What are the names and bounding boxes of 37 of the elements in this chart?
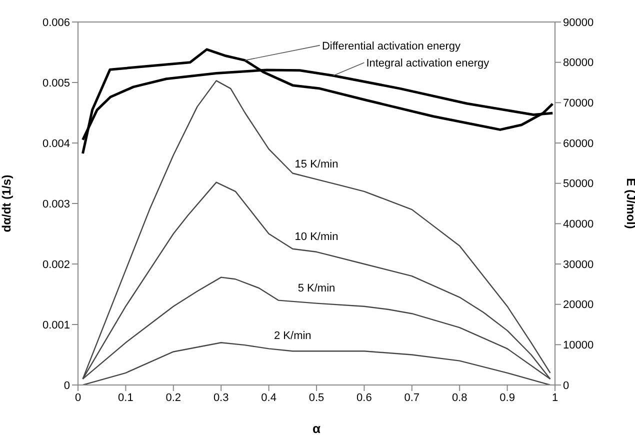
y-tick-label: 0.006 — [42, 16, 70, 29]
series-label: 10 K/min — [294, 230, 338, 243]
x-tick-label: 0.9 — [500, 392, 515, 404]
x-axis-title: α — [312, 421, 320, 435]
y2-tick-label: 20000 — [563, 299, 594, 312]
x-tick-label: 0 — [74, 392, 82, 404]
x-tick-label: 0.4 — [261, 392, 276, 404]
y2-tick-label: 30000 — [563, 258, 594, 271]
y2-tick-label: 80000 — [563, 57, 594, 70]
x-tick-label: 0.7 — [404, 392, 420, 404]
y2-tick-label: 10000 — [563, 340, 594, 352]
y2-axis-title: E (J/mol) — [624, 178, 635, 229]
y2-tick-label: 0 — [563, 380, 570, 392]
text: Differential activation energy — [322, 40, 462, 52]
y-tick-label: 0.001 — [42, 319, 70, 332]
y-tick-label: 0.002 — [42, 258, 70, 271]
y2-tick-label: 70000 — [563, 98, 594, 110]
y-tick-label: 0.003 — [42, 198, 70, 210]
x-tick-label: 0.3 — [213, 392, 229, 404]
y2-tick-label: 60000 — [563, 138, 594, 150]
x-tick-label: 1 — [552, 392, 558, 404]
y-axis-title: dα/dt (1/s) — [0, 174, 14, 232]
x-tick-label: 0.6 — [356, 392, 372, 404]
y-tick-label: 0.004 — [42, 138, 70, 150]
x-tick-label: 0.1 — [118, 392, 134, 404]
y-tick-label: 0.005 — [42, 77, 70, 90]
series-label: 15 K/min — [294, 158, 338, 170]
x-tick-label: 0.2 — [166, 392, 182, 404]
y2-tick-label: 40000 — [563, 218, 594, 231]
y-tick-label: 0 — [64, 380, 70, 392]
series-label: 5 K/min — [298, 282, 336, 294]
series-label: 2 K/min — [274, 330, 312, 342]
x-tick-label: 0.8 — [452, 392, 468, 404]
series-label: Integral activation energy — [366, 58, 490, 70]
y2-tick-label: 50000 — [563, 178, 594, 190]
x-tick-label: 0.5 — [308, 392, 324, 404]
y2-tick-label: 90000 — [563, 16, 594, 29]
